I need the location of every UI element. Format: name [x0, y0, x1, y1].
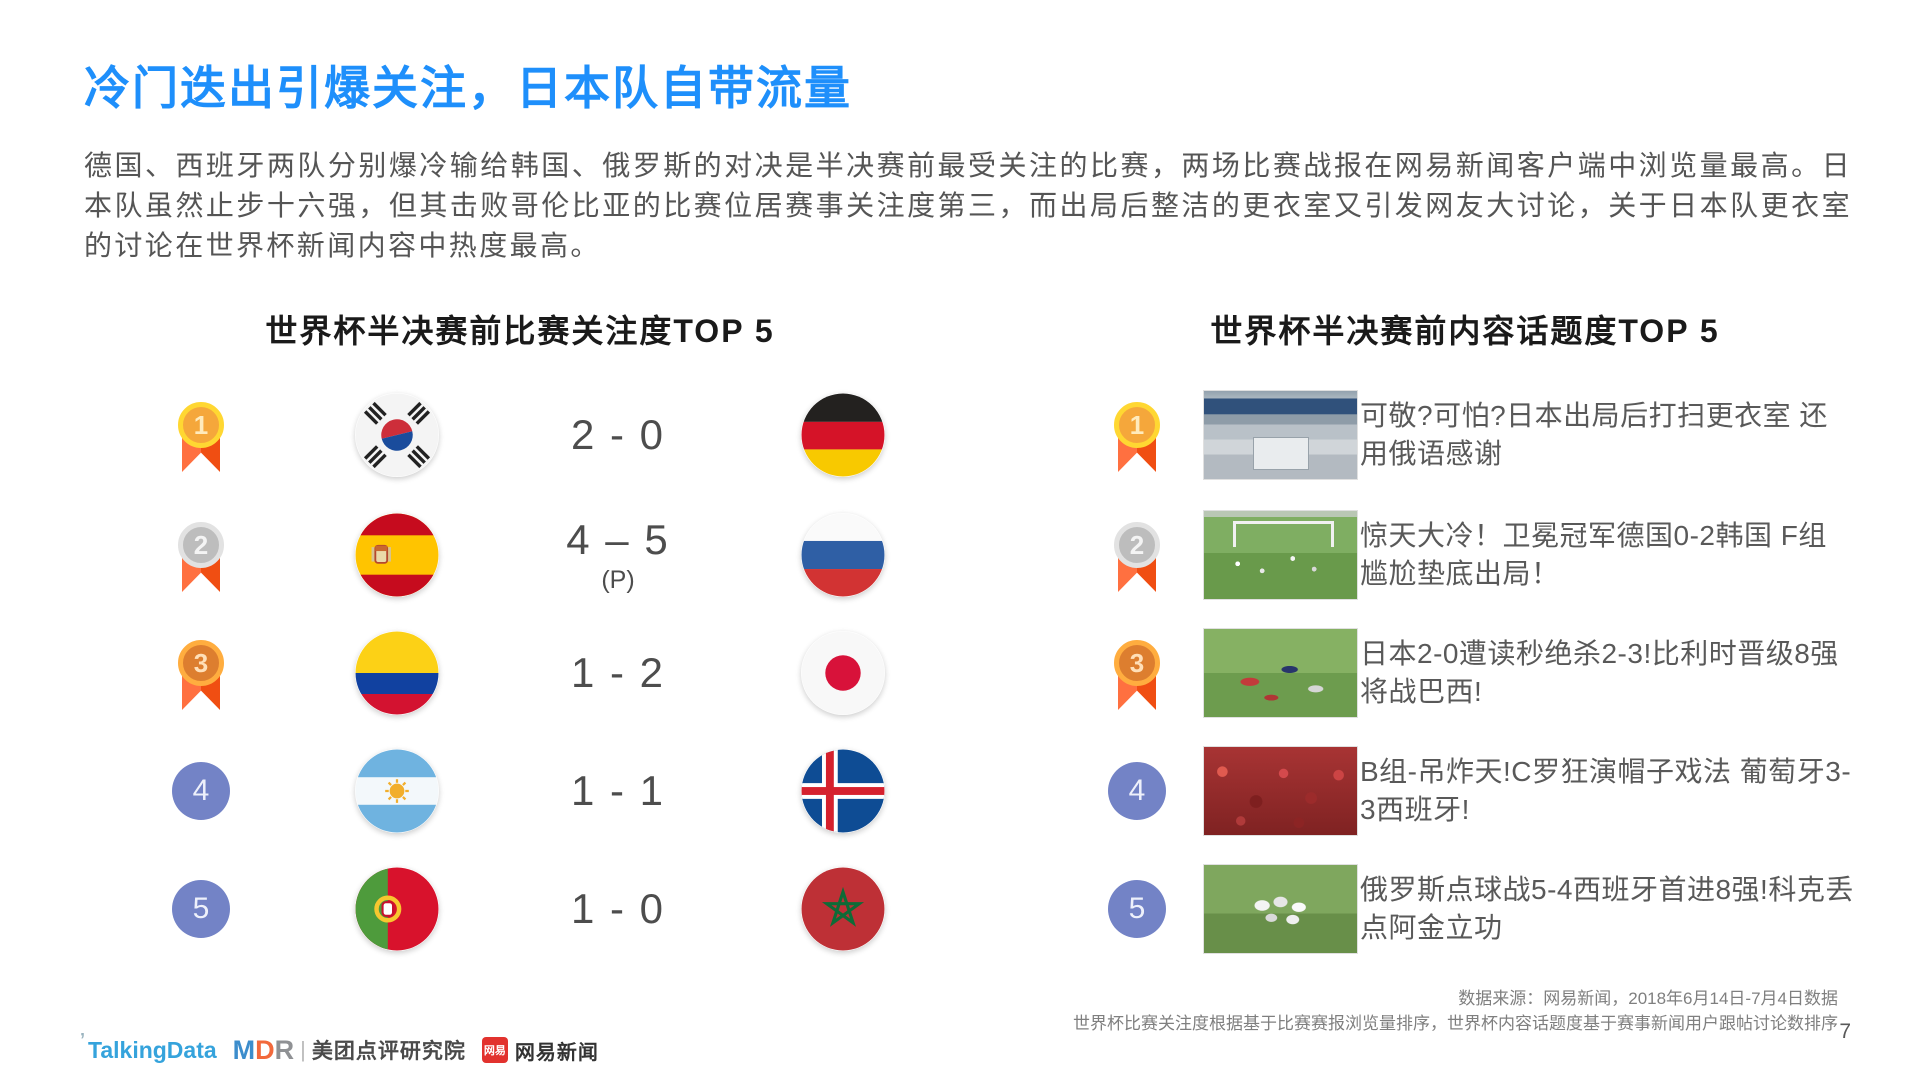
- news-headline: 日本2-0遭读秒绝杀2-3!比利时晋级8强将战巴西!: [1360, 638, 1839, 707]
- topic-row: 4 B组-吊炸天!C罗狂演帽子戏法 葡萄牙3-3西班牙!: [1080, 731, 1880, 851]
- rank-1-medal-icon: 1: [1114, 402, 1160, 482]
- netease-badge-icon: 网易: [481, 1037, 508, 1063]
- medal-disc: 5: [1108, 880, 1166, 938]
- mdr-letter-d: D: [255, 1034, 275, 1065]
- rank-4-badge-icon: 4: [172, 762, 230, 820]
- mdr-letter-r: R: [274, 1034, 295, 1065]
- medal-disc: 2: [1114, 522, 1160, 568]
- rank-number: 5: [192, 892, 210, 925]
- match-row: 2 4 – 5 (P): [90, 495, 950, 615]
- topic-row: 1 可敬?可怕?日本出局后打扫更衣室 还用俄语感谢: [1080, 375, 1880, 495]
- match-ranking-header: 世界杯半决赛前比赛关注度TOP 5: [265, 313, 775, 349]
- data-source-line2: 世界杯比赛关注度根据基于比赛赛报浏览量排序，世界杯内容话题度基于赛事新闻用户跟帖…: [1073, 1014, 1838, 1033]
- medal-disc: 3: [178, 640, 224, 686]
- topic-row: 2 惊天大冷！卫冕冠军德国0-2韩国 F组尴尬垫底出局！: [1080, 495, 1880, 615]
- netease-news-label: 网易新闻: [514, 1041, 599, 1064]
- score-value: 1 - 1: [570, 767, 666, 814]
- match-score: 1 - 2: [508, 613, 728, 733]
- flag-argentina-icon: [355, 749, 439, 833]
- news-headline: 俄罗斯点球战5-4西班牙首进8强!科克丢点阿金立功: [1360, 874, 1854, 943]
- rank-2-medal-icon: 2: [1114, 522, 1160, 602]
- medal-disc: 4: [1108, 762, 1166, 820]
- flag-portugal-icon: [355, 867, 439, 951]
- footer-logos: TalkingData MDR | 美团点评研究院 网易 网易新闻: [80, 1030, 599, 1067]
- rank-number: 4: [1128, 774, 1146, 807]
- page-number: 7: [1839, 1020, 1851, 1043]
- match-row: 4 1 - 1: [90, 731, 950, 851]
- intro-paragraph: 德国、西班牙两队分别爆冷输给韩国、俄罗斯的对决是半决赛前最受关注的比赛，两场比赛…: [84, 150, 1852, 261]
- rank-number: 1: [1129, 409, 1145, 440]
- news-thumbnail-portugal-spain-fans: [1203, 746, 1358, 836]
- rank-number: 4: [192, 774, 210, 807]
- rank-3-medal-icon: 3: [1114, 640, 1160, 720]
- rank-number: 3: [193, 647, 209, 678]
- flag-south-korea-icon: [355, 393, 439, 477]
- medal-disc: 4: [172, 762, 230, 820]
- news-thumbnail-japan-belgium-match: [1203, 628, 1358, 718]
- flag-japan-icon: [801, 631, 885, 715]
- flag-morocco-icon: [801, 867, 885, 951]
- news-thumbnail-japan-locker-room: [1203, 390, 1358, 480]
- data-source-note: 数据来源：网易新闻，2018年6月14日-7月4日数据 世界杯比赛关注度根据基于…: [1073, 986, 1838, 1036]
- medal-disc: 1: [178, 402, 224, 448]
- score-value: 4 – 5: [566, 515, 670, 563]
- data-source-line1: 数据来源：网易新闻，2018年6月14日-7月4日数据: [1458, 989, 1838, 1008]
- score-value: 1 - 0: [570, 885, 666, 932]
- score-value: 2 - 0: [570, 411, 666, 458]
- rank-5-badge-icon: 5: [172, 880, 230, 938]
- news-thumbnail-germany-korea-match: [1203, 510, 1358, 600]
- netease-news-logo: 网易 网易新闻: [481, 1036, 599, 1065]
- rank-number: 5: [1128, 892, 1146, 925]
- rank-number: 2: [1129, 529, 1145, 560]
- rank-4-badge-icon: 4: [1108, 762, 1166, 820]
- rank-number: 3: [1129, 647, 1145, 678]
- talkingdata-logo: TalkingData: [80, 1030, 217, 1064]
- topic-row: 3 日本2-0遭读秒绝杀2-3!比利时晋级8强将战巴西!: [1080, 613, 1880, 733]
- medal-disc: 3: [1114, 640, 1160, 686]
- medal-disc: 2: [178, 522, 224, 568]
- match-score: 1 - 1: [508, 731, 728, 851]
- flag-russia-icon: [801, 513, 885, 597]
- match-score: 1 - 0: [508, 849, 728, 969]
- score-value: 1 - 2: [570, 649, 666, 696]
- flag-iceland-icon: [801, 749, 885, 833]
- score-note: (P): [601, 565, 635, 594]
- mdr-letter-m: M: [232, 1034, 256, 1065]
- topic-ranking-header: 世界杯半决赛前内容话题度TOP 5: [1210, 313, 1720, 349]
- flag-spain-icon: [355, 513, 439, 597]
- rank-5-badge-icon: 5: [1108, 880, 1166, 938]
- match-row: 5 1 - 0: [90, 849, 950, 969]
- news-thumbnail-russia-celebration: [1203, 864, 1358, 954]
- flag-germany-icon: [801, 393, 885, 477]
- medal-disc: 5: [172, 880, 230, 938]
- rank-2-medal-icon: 2: [178, 522, 224, 602]
- match-row: 3 1 - 2: [90, 613, 950, 733]
- talkingdata-wordmark: TalkingData: [88, 1036, 217, 1063]
- logo-separator: |: [300, 1037, 306, 1062]
- topic-row: 5 俄罗斯点球战5-4西班牙首进8强!科克丢点阿金立功: [1080, 849, 1880, 969]
- flag-colombia-icon: [355, 631, 439, 715]
- rank-number: 2: [193, 529, 209, 560]
- news-headline: B组-吊炸天!C罗狂演帽子戏法 葡萄牙3-3西班牙!: [1360, 756, 1852, 825]
- news-headline: 惊天大冷！卫冕冠军德国0-2韩国 F组尴尬垫底出局！: [1360, 520, 1827, 589]
- match-score: 2 - 0: [508, 375, 728, 495]
- rank-3-medal-icon: 3: [178, 640, 224, 720]
- page-title: 冷门迭出引爆关注，日本队自带流量: [84, 62, 852, 114]
- match-score: 4 – 5 (P): [508, 495, 728, 615]
- rank-1-medal-icon: 1: [178, 402, 224, 482]
- meituan-research-label: 美团点评研究院: [311, 1040, 466, 1063]
- rank-number: 1: [193, 409, 209, 440]
- news-headline: 可敬?可怕?日本出局后打扫更衣室 还用俄语感谢: [1360, 400, 1828, 469]
- match-row: 1 2 - 0: [90, 375, 950, 495]
- medal-disc: 1: [1114, 402, 1160, 448]
